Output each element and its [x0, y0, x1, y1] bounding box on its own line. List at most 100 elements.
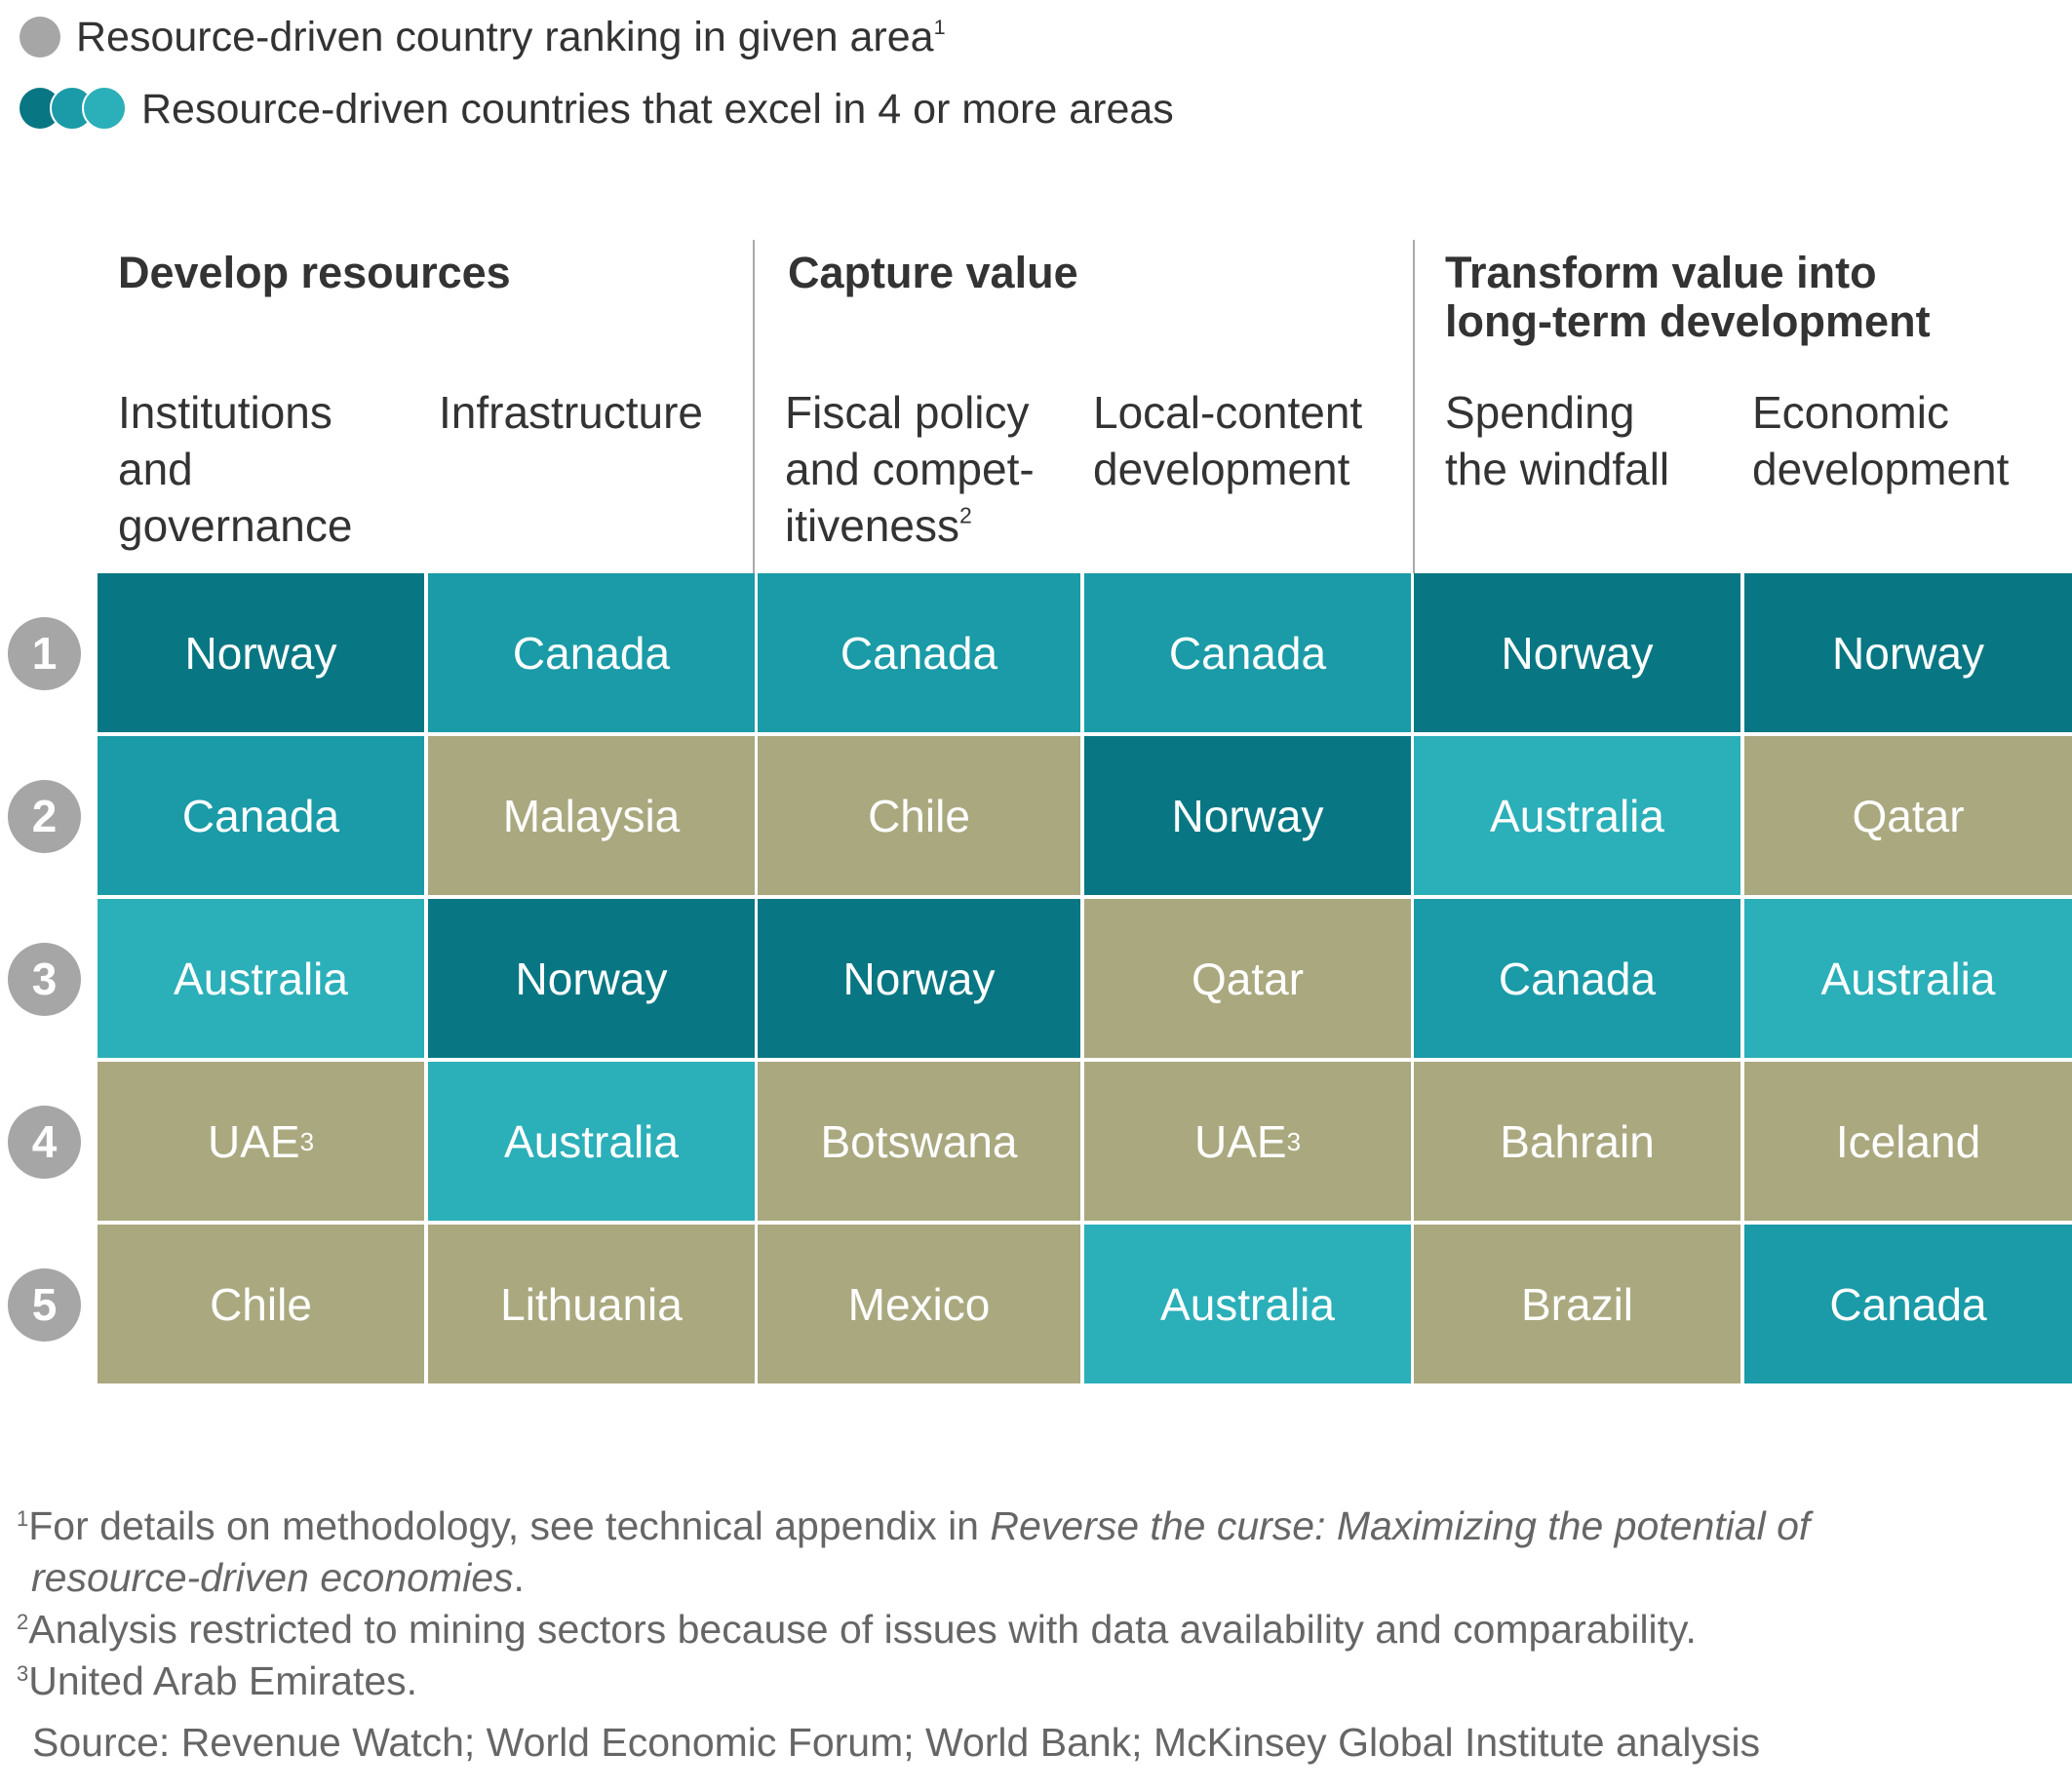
column-header-line: governance — [118, 500, 353, 551]
country-name: Qatar — [1191, 953, 1305, 1004]
footnote-1: 1For details on methodology, see technic… — [17, 1506, 1810, 1546]
legend-item-excel: Resource-driven countries that excel in … — [141, 89, 1174, 131]
ranking-cell: Botswana — [758, 1062, 1080, 1221]
column-header-line: and compet- — [785, 444, 1035, 494]
country-name: Norway — [1501, 627, 1654, 679]
group-divider — [1413, 240, 1415, 573]
country-name: Canada — [1168, 627, 1327, 679]
column-header-text: itiveness — [785, 500, 959, 551]
group-title-capture-value: Capture value — [788, 248, 1078, 297]
footnote-1-period: . — [513, 1555, 525, 1600]
ranking-cell: Australia — [1414, 736, 1740, 895]
country-name: Mexico — [847, 1278, 991, 1330]
group-title-line: Transform value into — [1445, 248, 1877, 297]
column-header-line: development — [1093, 444, 1350, 494]
ranking-cell: Norway — [428, 899, 755, 1058]
country-name: UAE — [1193, 1115, 1287, 1167]
ranking-cell: Canada — [1744, 1225, 2072, 1383]
country-name: Lithuania — [500, 1278, 683, 1330]
ranking-cell: Chile — [98, 1225, 424, 1383]
country-name: Canada — [1829, 1278, 1987, 1330]
footnote-3-marker: 3 — [17, 1661, 29, 1686]
column-header: Spending the windfall — [1445, 384, 1669, 497]
column-header-line: Economic — [1752, 387, 1949, 438]
country-name: Australia — [1820, 953, 1996, 1004]
country-name: UAE — [207, 1115, 300, 1167]
country-name: Chile — [210, 1278, 312, 1330]
group-divider — [753, 240, 755, 573]
column-header-line: the windfall — [1445, 444, 1670, 494]
ranking-cell: Australia — [98, 899, 424, 1058]
country-name: Iceland — [1835, 1115, 1981, 1167]
ranking-cell: Iceland — [1744, 1062, 2072, 1221]
ranking-cell: Mexico — [758, 1225, 1080, 1383]
country-name: Norway — [515, 953, 668, 1004]
country-name: Canada — [1498, 953, 1657, 1004]
legend-item-ranking: Resource-driven country ranking in given… — [76, 17, 946, 58]
rank-badge: 5 — [8, 1267, 81, 1342]
ranking-cell: Norway — [1084, 736, 1411, 895]
ranking-cell: Brazil — [1414, 1225, 1740, 1383]
rank-badge: 3 — [8, 942, 81, 1016]
legend-ranking-text: Resource-driven country ranking in given… — [76, 14, 934, 60]
ranking-cell: Lithuania — [428, 1225, 755, 1383]
footnote-1-title-end: resource-driven economies — [31, 1555, 514, 1600]
rank-badge: 4 — [8, 1105, 81, 1179]
legend-excel-text: Resource-driven countries that excel in … — [141, 86, 1174, 133]
country-name: Qatar — [1852, 790, 1965, 841]
column-header-line: Spending — [1445, 387, 1635, 438]
ranking-cell: Australia — [428, 1062, 755, 1221]
column-header-line: Local-content — [1093, 387, 1363, 438]
ranking-cell: Bahrain — [1414, 1062, 1740, 1221]
footnote-1-continued: resource-driven economies. — [31, 1558, 525, 1598]
ranking-cell: Canada — [758, 573, 1080, 732]
ranking-cell: Canada — [98, 736, 424, 895]
column-header-sup: 2 — [958, 502, 972, 528]
footnote-3: 3United Arab Emirates. — [17, 1661, 417, 1701]
country-name: Brazil — [1520, 1278, 1634, 1330]
country-name: Australia — [1490, 790, 1664, 841]
ranking-cell: Norway — [1414, 573, 1740, 732]
footnote-3-text: United Arab Emirates. — [28, 1658, 418, 1703]
column-header: Infrastructure — [439, 384, 703, 441]
column-header-line: Fiscal policy — [785, 387, 1030, 438]
source-note: Source: Revenue Watch; World Economic Fo… — [32, 1720, 1761, 1765]
country-name: Australia — [1160, 1278, 1335, 1330]
ranking-cell: Canada — [428, 573, 755, 732]
footnote-2-text: Analysis restricted to mining sectors be… — [28, 1607, 1697, 1652]
ranking-cell: Australia — [1084, 1225, 1411, 1383]
column-header-line: development — [1752, 444, 2010, 494]
column-header: Fiscal policy and compet-itiveness2 — [785, 384, 1035, 554]
column-header-line: Infrastructure — [439, 387, 703, 438]
footnote-1-marker: 1 — [17, 1506, 29, 1531]
grey-circle-icon — [20, 17, 60, 58]
country-name: Canada — [181, 790, 340, 841]
country-name: Australia — [504, 1115, 679, 1167]
ranking-cell: Australia — [1744, 899, 2072, 1058]
country-name: Norway — [842, 953, 996, 1004]
teal-circle-light-icon — [82, 86, 127, 131]
country-name: Botswana — [820, 1115, 1018, 1167]
footnote-2: 2Analysis restricted to mining sectors b… — [17, 1610, 1697, 1650]
column-header: Institutions and governance — [118, 384, 352, 554]
ranking-cell: Qatar — [1744, 736, 2072, 895]
column-header: Local-content development — [1093, 384, 1362, 497]
legend-ranking-sup: 1 — [933, 15, 946, 39]
country-name: Canada — [840, 627, 998, 679]
group-title-transform-value: Transform value into long-term developme… — [1445, 249, 1931, 346]
country-name: Norway — [1171, 790, 1324, 841]
country-name: Norway — [1832, 627, 1984, 679]
country-name: Bahrain — [1500, 1115, 1655, 1167]
country-name: Malaysia — [502, 790, 681, 841]
column-header-line: itiveness2 — [785, 497, 1035, 554]
footnote-1-title: Reverse the curse: Maximizing the potent… — [990, 1503, 1811, 1548]
country-name: Canada — [512, 627, 671, 679]
ranking-cell: Chile — [758, 736, 1080, 895]
ranking-cell: Norway — [758, 899, 1080, 1058]
ranking-cell: Malaysia — [428, 736, 755, 895]
ranking-cell: Qatar — [1084, 899, 1411, 1058]
ranking-cell: Norway — [1744, 573, 2072, 732]
ranking-cell: Canada — [1084, 573, 1411, 732]
ranking-cell: Norway — [98, 573, 424, 732]
group-title-line: long-term development — [1445, 296, 1931, 346]
